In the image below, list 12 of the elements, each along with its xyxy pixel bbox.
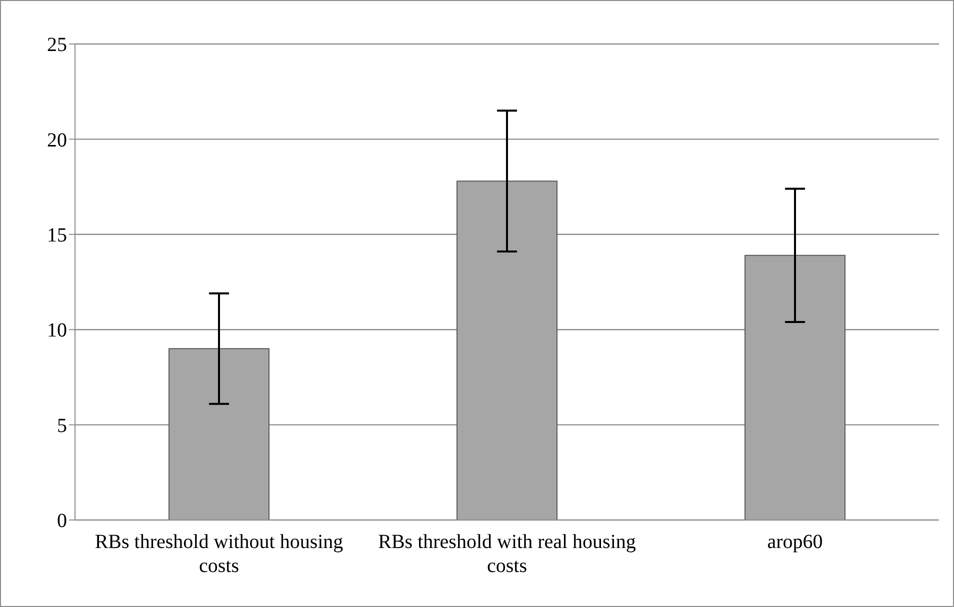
y-tick-label: 25 (47, 34, 67, 56)
bar (168, 348, 270, 520)
y-tick-label: 15 (47, 224, 67, 246)
x-tick-label: RBs threshold with real housing costs (377, 530, 637, 578)
y-tick-label: 10 (47, 320, 67, 342)
x-tick-label: RBs threshold without housing costs (94, 530, 344, 578)
y-tick-label: 5 (57, 414, 67, 437)
bar (456, 180, 558, 520)
y-tick-label: 20 (47, 129, 67, 152)
bar (744, 254, 846, 520)
x-tick-label: arop60 (766, 530, 824, 554)
y-tick-label: 0 (57, 510, 67, 532)
